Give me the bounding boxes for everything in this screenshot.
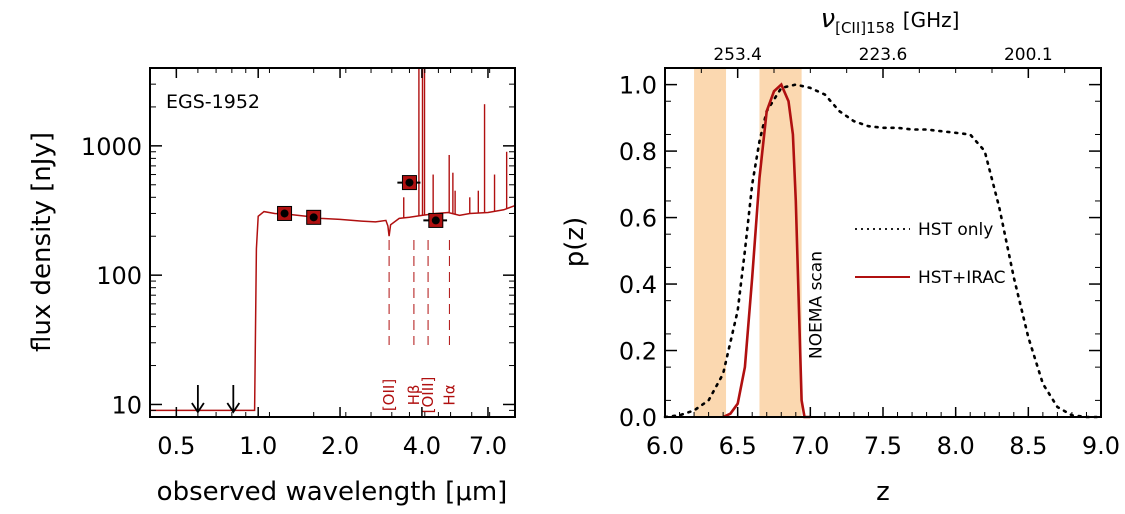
pz-y-tick-label: 0.2 [619,338,657,366]
sed-x-tick-label: 4.0 [403,432,441,460]
line-marker-label: [OII] [380,379,398,411]
pz-x-tick-label: 8.5 [1009,432,1047,460]
object-name-annotation: EGS-1952 [166,91,260,113]
pz-y-axis-title: p(z) [560,217,590,267]
sed-panel: [OII] Hβ[OIII] Hα 0.5 1.0 2.0 4.0 7.0 10 100 1000… [27,67,516,507]
pz-x-tick-label: 9.0 [1082,432,1120,460]
pz-y-tick-label: 0.8 [619,138,657,166]
pz-legend: HST only HST+IRAC [855,220,1006,288]
pz-axis-ticks: 6.0 6.5 7.0 7.5 8.0 8.5 9.0 0.0 0.2 0.4 0.6 0.8 1.0 2… [619,45,1120,460]
pz-y-tick-label: 1.0 [619,72,657,100]
noema-scan-label: NOEMA scan [807,251,827,359]
upper-limit-layer [191,385,241,414]
pz-curve-layer [663,82,1103,419]
photometry-point [280,209,289,218]
sed-x-tick-label: 0.5 [157,432,195,460]
pz-y-tick-label: 0.4 [619,271,657,299]
noema-band [694,68,727,417]
photometry-point [309,213,318,222]
pz-y-tick-label: 0.6 [619,205,657,233]
line-marker-layer: [OII] Hβ[OIII] Hα [380,240,458,413]
photometry-point [405,178,414,187]
pz-top-tick-label: 253.4 [713,45,762,65]
pz-x-tick-label: 7.0 [791,432,829,460]
pz-x-tick-label: 6.0 [646,432,684,460]
sed-y-axis-title: flux density [nJy] [27,132,57,352]
pz-panel: NOEMA scan 6.0 6.5 7.0 7.5 8.0 8.5 9.0 0.0 0.2 0.… [560,4,1120,507]
sed-x-tick-label: 1.0 [239,432,277,460]
line-marker-label: Hα [440,384,458,405]
pz-hst-only-curve [663,83,1103,419]
pz-top-tick-label: 200.1 [1004,45,1053,65]
line-marker-label: [OIII] [419,377,437,414]
top-axis-nu: ν [821,4,836,34]
sed-y-tick-label: 1000 [81,133,142,161]
sed-x-tick-label: 2.0 [321,432,359,460]
pz-y-tick-label: 0.0 [619,404,657,432]
pz-x-tick-label: 7.5 [864,432,902,460]
line-marker-label: Hβ [405,385,423,406]
upper-limit-arrowhead [226,402,241,414]
photometry-point [431,216,440,225]
top-axis-subscript: [CII]158 [835,19,895,37]
sed-emission-lines-layer [403,68,508,218]
photometry-layer [277,175,448,228]
top-axis-unit: [GHz] [903,8,960,32]
sed-y-tick-label: 100 [96,262,142,290]
sed-axis-ticks: 0.5 1.0 2.0 4.0 7.0 10 100 1000 [81,67,515,460]
pz-x-tick-label: 8.0 [937,432,975,460]
pz-hst-irac-curve [722,82,811,419]
legend-label-hst-only: HST only [918,220,993,240]
sed-plot-frame [149,67,516,418]
sed-x-tick-label: 7.0 [469,432,507,460]
legend-label-hst-irac: HST+IRAC [918,268,1006,288]
noema-band-layer [694,68,802,417]
pz-top-tick-label: 223.6 [859,45,908,65]
pz-top-axis-title: ν[CII]158 [GHz] [821,4,960,37]
sed-x-axis-title: observed wavelength [μm] [157,477,508,507]
sed-continuum-layer [150,204,516,412]
pz-x-tick-label: 6.5 [719,432,757,460]
sed-y-tick-label: 10 [111,391,142,419]
noema-band [759,68,802,417]
sed-model-line [150,204,516,412]
pz-x-axis-title: z [876,477,890,507]
